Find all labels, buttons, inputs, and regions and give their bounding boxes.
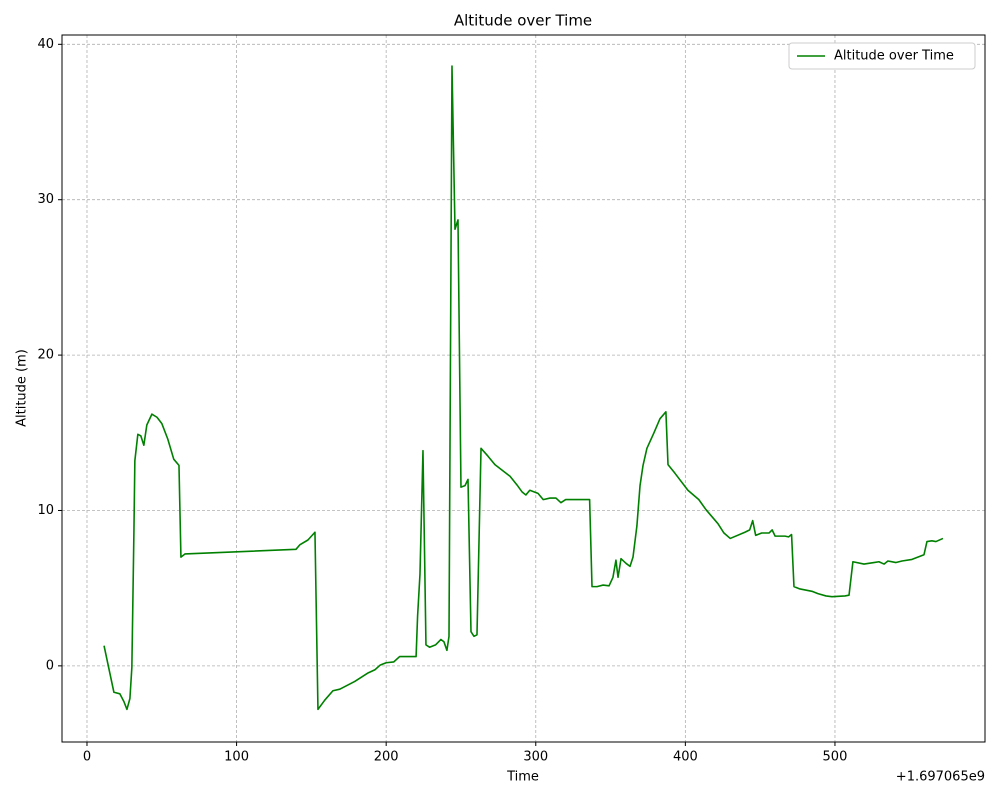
x-axis-label: Time <box>506 770 539 785</box>
y-axis-label: Altitude (m) <box>15 349 30 427</box>
x-offset-label: +1.697065e9 <box>896 770 985 785</box>
y-tick-label: 10 <box>37 503 54 518</box>
x-tick-label: 400 <box>673 750 698 765</box>
y-tick-label: 0 <box>46 658 54 673</box>
x-tick-label: 100 <box>224 750 249 765</box>
chart-title: Altitude over Time <box>454 12 592 30</box>
legend-box <box>788 42 976 70</box>
data-line <box>103 65 944 711</box>
plot-frame <box>61 34 986 743</box>
x-tick-label: 200 <box>374 750 399 765</box>
y-tick-label: 30 <box>37 192 54 207</box>
x-tick-label: 500 <box>823 750 848 765</box>
legend-label: Altitude over Time <box>834 49 954 64</box>
y-tick-label: 40 <box>37 37 54 52</box>
x-tick-label: 0 <box>83 750 91 765</box>
x-tick-label: 300 <box>523 750 548 765</box>
y-tick-label: 20 <box>37 348 54 363</box>
